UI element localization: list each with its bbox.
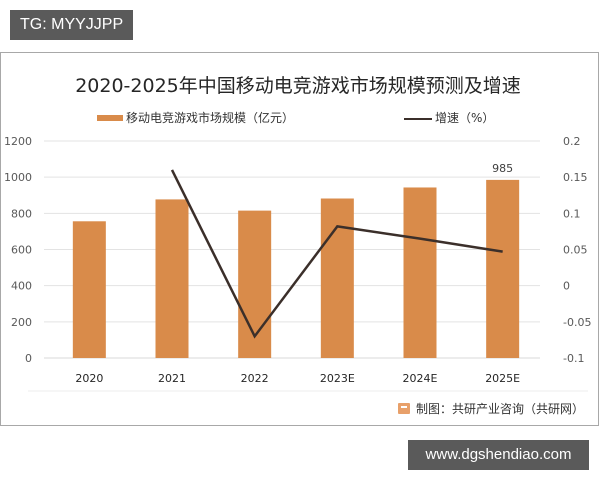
source-logo-icon — [398, 403, 410, 414]
left-axis: 0 200 400 600 800 1000 1200 — [4, 135, 32, 365]
bar-2022 — [238, 210, 272, 358]
watermark-bottom-tag: www.dgshendiao.com — [408, 440, 589, 470]
source-text: 制图：共研产业咨询（共研网） — [416, 401, 584, 416]
bar-series — [72, 179, 520, 358]
gridlines — [44, 140, 540, 359]
data-labels: 985 — [492, 162, 513, 175]
data-label: 985 — [492, 162, 513, 175]
right-tick-label: 0.1 — [563, 207, 581, 220]
right-tick-label: 0 — [563, 280, 570, 293]
bar-2024E — [403, 187, 437, 358]
left-tick-label: 0 — [25, 352, 32, 365]
x-tick-label: 2023E — [320, 372, 355, 385]
line-series — [170, 169, 503, 339]
left-tick-label: 800 — [11, 207, 32, 220]
legend: 移动电竞游戏市场规模（亿元） 增速（%） — [97, 110, 494, 125]
x-tick-label: 2025E — [485, 372, 520, 385]
right-tick-label: 0.2 — [563, 135, 581, 148]
watermark-top-tag: TG: MYYJJPP — [10, 10, 134, 40]
x-tick-label: 2020 — [75, 372, 103, 385]
right-tick-label: -0.1 — [563, 352, 584, 365]
x-axis: 2020 2021 2022 2023E 2024E 2025E — [75, 372, 520, 385]
left-tick-label: 200 — [11, 316, 32, 329]
left-tick-label: 600 — [11, 244, 32, 257]
right-tick-label: 0.15 — [563, 171, 588, 184]
source-note: 制图：共研产业咨询（共研网） — [398, 401, 584, 416]
growth-line — [170, 169, 503, 339]
bar-2023E — [320, 198, 354, 358]
bar-2020 — [72, 221, 106, 358]
x-tick-label: 2024E — [403, 372, 438, 385]
right-tick-label: -0.05 — [563, 316, 591, 329]
legend-line-label: 增速（%） — [435, 111, 494, 125]
left-tick-label: 1200 — [4, 135, 32, 148]
bar-2025E — [486, 179, 520, 358]
chart-title: 2020-2025年中国移动电竞游戏市场规模预测及增速 — [75, 75, 521, 97]
legend-bar-swatch — [97, 115, 123, 121]
x-tick-label: 2021 — [158, 372, 186, 385]
left-tick-label: 400 — [11, 280, 32, 293]
right-axis: -0.1 -0.05 0 0.05 0.1 0.15 0.2 — [563, 135, 591, 365]
right-tick-label: 0.05 — [563, 244, 588, 257]
legend-line-swatch — [404, 118, 432, 120]
left-tick-label: 1000 — [4, 171, 32, 184]
bar-2021 — [155, 199, 189, 358]
x-tick-label: 2022 — [241, 372, 269, 385]
legend-bar-label: 移动电竞游戏市场规模（亿元） — [126, 110, 294, 125]
